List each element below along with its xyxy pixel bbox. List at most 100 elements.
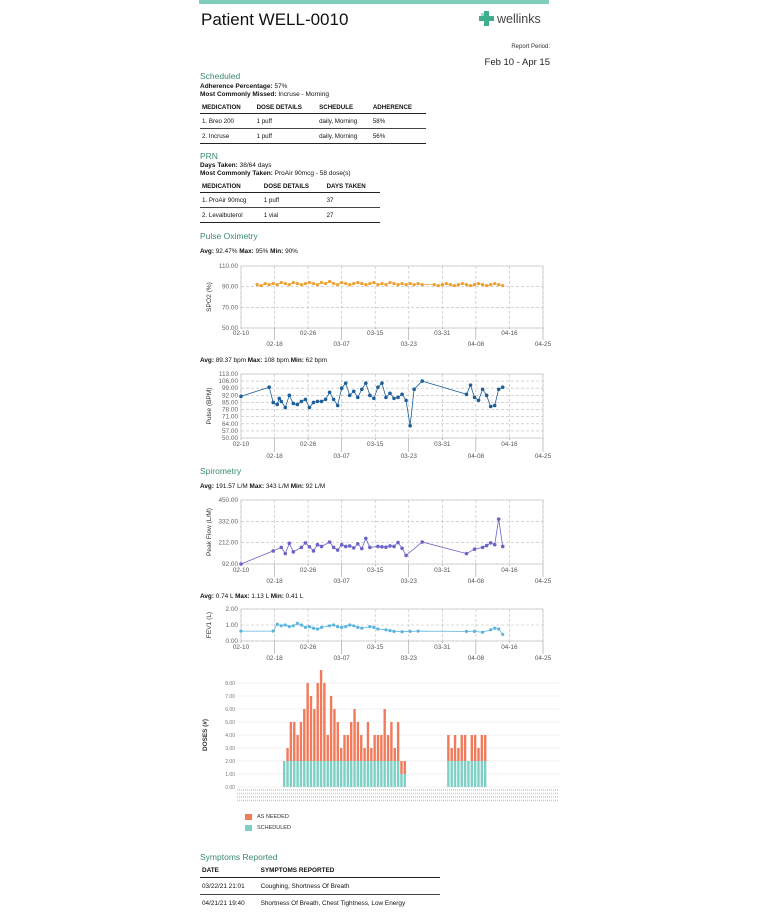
y-tick-label: 64.00 [222,421,238,428]
data-point [485,284,489,288]
bar-scheduled [370,761,373,787]
series-line [240,519,504,565]
bar-scheduled [286,761,289,787]
brand-logo: wellinks [479,11,541,26]
y-tick-label: 6.00 [225,707,235,713]
data-point [323,397,328,402]
data-point [356,280,360,285]
section-prn: PRN [200,151,218,161]
data-point [327,279,332,284]
data-point [420,540,424,544]
x-tick-label: 02-26 [300,330,317,337]
x-tick-label: 03-15 [367,330,384,337]
data-point [348,283,352,287]
data-point [331,397,336,402]
data-point [497,283,501,287]
data-point [392,281,396,286]
section-pulse-oximetry: Pulse Oximetry [200,231,258,241]
x-tick-label: 04-08 [468,341,485,348]
bar-as-needed [319,670,323,761]
data-point [287,393,292,398]
bar-as-needed [453,735,457,761]
bar-as-needed [326,735,329,761]
data-point [319,625,324,629]
data-point [347,544,352,548]
bar-scheduled [383,761,386,787]
y-axis-label: Pulse (BPM) [206,387,213,424]
data-point [311,549,316,553]
data-point [392,396,396,401]
bar-as-needed [333,709,336,761]
bar-scheduled [296,761,299,787]
bar-as-needed [370,748,373,761]
data-point [420,379,424,383]
y-tick-label: 70.00 [222,304,238,311]
y-tick-label: 50.00 [222,435,238,442]
data-point [380,281,384,286]
data-point [311,281,316,286]
data-point [299,399,304,404]
data-point [412,387,416,392]
bar-scheduled [470,761,473,787]
data-point [355,395,360,400]
data-point [488,404,493,409]
data-point [336,625,340,629]
page-title: Patient WELL-0010 [201,10,349,29]
bar-as-needed [376,735,380,761]
data-point [468,284,473,288]
y-tick-label: 1.00 [225,772,235,778]
data-point [356,625,360,629]
x-tick-label: 03-07 [333,453,350,460]
bar-scheduled [473,761,477,787]
spo2-stats: Avg: 92.47% Max: 95% Min: 90% [200,248,298,255]
y-tick-label: 332.00 [218,518,238,525]
y-tick-label: 5.00 [225,720,235,726]
x-tick-label: 02-10 [233,441,250,448]
data-point [376,283,380,287]
x-tick-label: 04-08 [468,655,485,662]
y-tick-label: 8.00 [225,681,235,687]
data-point [408,424,412,428]
data-point [464,283,469,287]
bar-scheduled [386,761,390,787]
data-point [336,283,340,287]
bar-as-needed [386,735,390,761]
data-point [287,541,292,546]
bar-scheduled [400,774,403,787]
data-point [283,623,287,627]
bar-as-needed [343,735,346,761]
bar-scheduled [480,761,484,787]
bar-as-needed [477,748,480,761]
data-point [497,627,501,631]
data-point [500,544,505,549]
bar-scheduled [363,761,366,787]
x-tick-label: 02-26 [300,441,317,448]
data-point [275,402,280,407]
bar-as-needed [473,735,477,761]
bar-scheduled [484,761,487,787]
section-scheduled: Scheduled [200,71,241,81]
bar-scheduled [283,761,286,787]
y-tick-label: 450.00 [218,497,238,504]
data-point [484,393,489,398]
bar-scheduled [460,761,463,787]
data-point [351,546,356,550]
data-point [481,630,485,634]
pulse-chart: 113.00106.0099.0092.0085.0078.0071.0064.… [206,371,552,460]
data-point [271,549,276,553]
bar-scheduled [447,761,450,787]
data-point [372,396,376,401]
data-point [315,627,320,631]
section-spirometry: Spirometry [200,466,242,476]
bar-scheduled [463,761,467,787]
bar-as-needed [296,735,299,761]
data-point [271,400,276,405]
y-tick-label: 57.00 [222,428,238,435]
data-point [291,624,295,628]
x-tick-label: 03-07 [333,578,350,585]
x-tick-label: 02-18 [266,578,283,585]
data-point [303,541,308,545]
